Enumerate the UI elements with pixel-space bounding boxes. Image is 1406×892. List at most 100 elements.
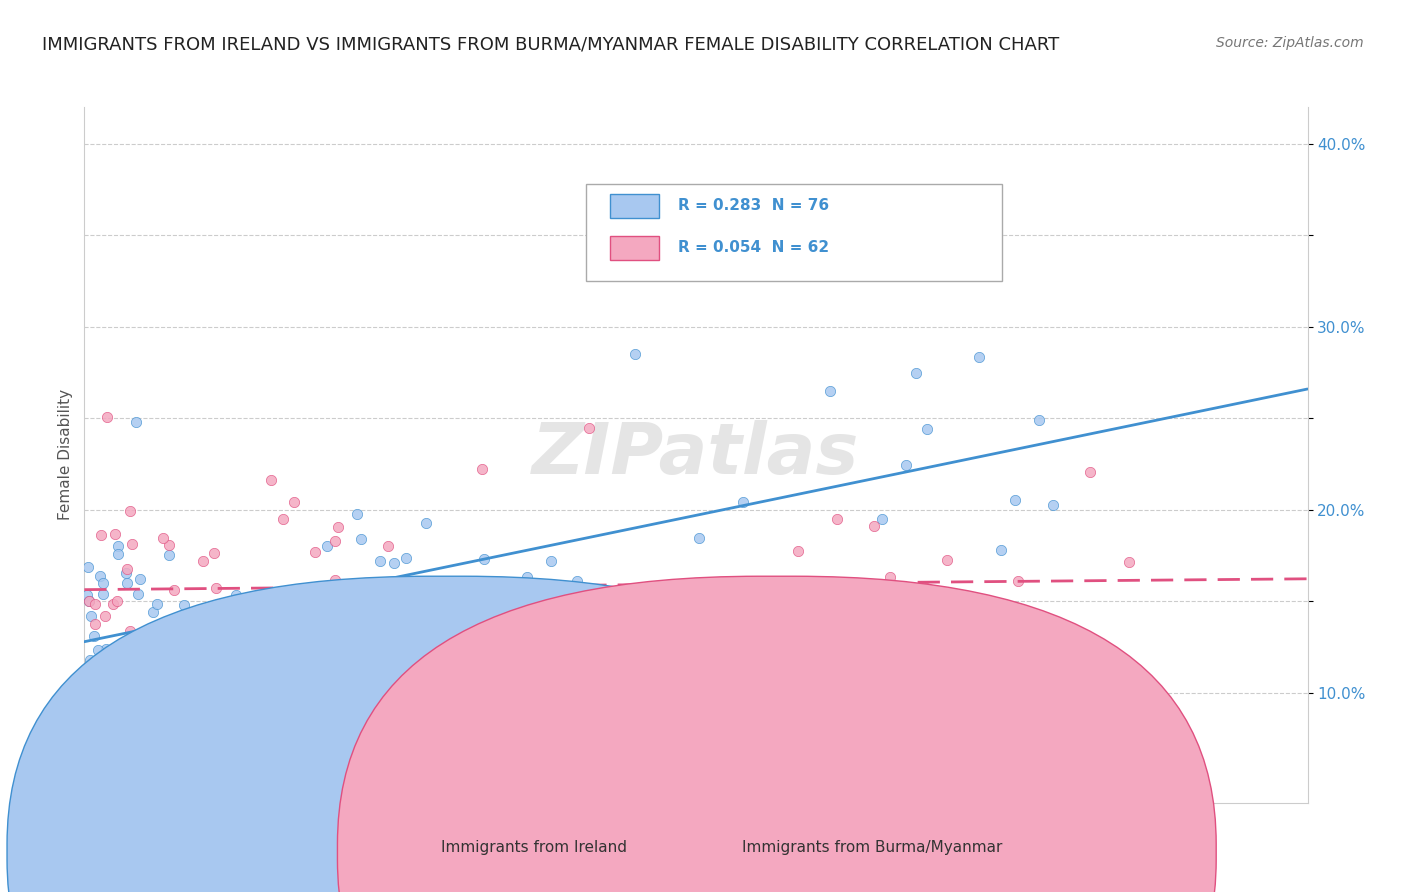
- Point: [870, 512, 893, 526]
- Point: [395, 551, 418, 566]
- Point: [578, 421, 600, 435]
- Point: [1129, 690, 1152, 704]
- Point: [86, 665, 108, 679]
- Point: [818, 384, 841, 398]
- Point: [415, 516, 437, 530]
- Point: [873, 616, 896, 631]
- Point: [323, 573, 346, 587]
- Point: [105, 593, 128, 607]
- Point: [84, 657, 107, 671]
- Point: [127, 631, 149, 645]
- Point: [118, 503, 141, 517]
- Point: [91, 576, 114, 591]
- Point: [328, 520, 350, 534]
- Point: [115, 562, 138, 576]
- Point: [357, 629, 380, 643]
- Point: [412, 630, 434, 644]
- Text: R = 0.283  N = 76: R = 0.283 N = 76: [678, 198, 828, 213]
- Point: [89, 568, 111, 582]
- Point: [160, 648, 183, 663]
- Text: IMMIGRANTS FROM IRELAND VS IMMIGRANTS FROM BURMA/MYANMAR FEMALE DISABILITY CORRE: IMMIGRANTS FROM IRELAND VS IMMIGRANTS FR…: [42, 36, 1060, 54]
- Point: [786, 543, 808, 558]
- Point: [873, 591, 896, 606]
- Point: [346, 507, 368, 521]
- Point: [238, 672, 260, 686]
- Point: [292, 586, 315, 600]
- Point: [733, 495, 755, 509]
- Point: [936, 553, 959, 567]
- Point: [141, 646, 163, 660]
- Point: [441, 620, 464, 634]
- Point: [79, 653, 101, 667]
- Point: [173, 598, 195, 612]
- Point: [323, 533, 346, 548]
- Point: [77, 594, 100, 608]
- Point: [905, 366, 928, 380]
- Point: [107, 660, 129, 674]
- Point: [377, 539, 399, 553]
- Point: [624, 347, 647, 361]
- Point: [215, 639, 238, 653]
- Point: [101, 777, 124, 791]
- Point: [1028, 413, 1050, 427]
- Point: [76, 668, 98, 682]
- Point: [534, 582, 557, 597]
- Point: [156, 674, 179, 689]
- Point: [283, 495, 305, 509]
- Point: [382, 556, 405, 570]
- Point: [472, 552, 495, 566]
- Text: Immigrants from Burma/Myanmar: Immigrants from Burma/Myanmar: [741, 840, 1002, 855]
- Point: [179, 639, 201, 653]
- Point: [1042, 498, 1064, 512]
- Point: [225, 588, 247, 602]
- Point: [1118, 555, 1140, 569]
- Point: [870, 603, 893, 617]
- Point: [316, 539, 339, 553]
- Point: [117, 575, 139, 590]
- Point: [157, 664, 180, 678]
- Point: [159, 637, 181, 651]
- Point: [186, 674, 208, 689]
- Point: [96, 410, 118, 425]
- Point: [479, 587, 502, 601]
- Point: [304, 545, 326, 559]
- Text: 0.0%: 0.0%: [84, 845, 124, 860]
- Point: [201, 702, 224, 716]
- Point: [194, 629, 217, 643]
- Point: [136, 652, 159, 666]
- Point: [94, 672, 117, 686]
- Point: [90, 666, 112, 681]
- Y-axis label: Female Disability: Female Disability: [58, 389, 73, 521]
- Point: [368, 554, 391, 568]
- Point: [990, 542, 1012, 557]
- Point: [471, 462, 494, 476]
- Point: [1007, 574, 1029, 589]
- Point: [76, 560, 98, 574]
- Point: [915, 581, 938, 595]
- Point: [294, 611, 316, 625]
- Point: [894, 458, 917, 472]
- Point: [79, 609, 101, 624]
- Point: [146, 597, 169, 611]
- Point: [76, 588, 98, 602]
- Point: [969, 351, 991, 365]
- Bar: [610, 194, 659, 219]
- Point: [292, 683, 315, 698]
- Point: [139, 723, 162, 738]
- Point: [515, 570, 537, 584]
- Point: [187, 607, 209, 622]
- Point: [1078, 466, 1101, 480]
- Point: [96, 642, 118, 657]
- Point: [129, 572, 152, 586]
- Point: [301, 582, 323, 597]
- Point: [157, 548, 180, 562]
- Bar: [610, 235, 659, 260]
- Point: [260, 473, 283, 487]
- Point: [115, 566, 138, 581]
- Point: [91, 587, 114, 601]
- Point: [364, 592, 387, 607]
- Point: [107, 547, 129, 561]
- Text: Immigrants from Ireland: Immigrants from Ireland: [441, 840, 627, 855]
- Point: [565, 574, 588, 588]
- Point: [87, 643, 110, 657]
